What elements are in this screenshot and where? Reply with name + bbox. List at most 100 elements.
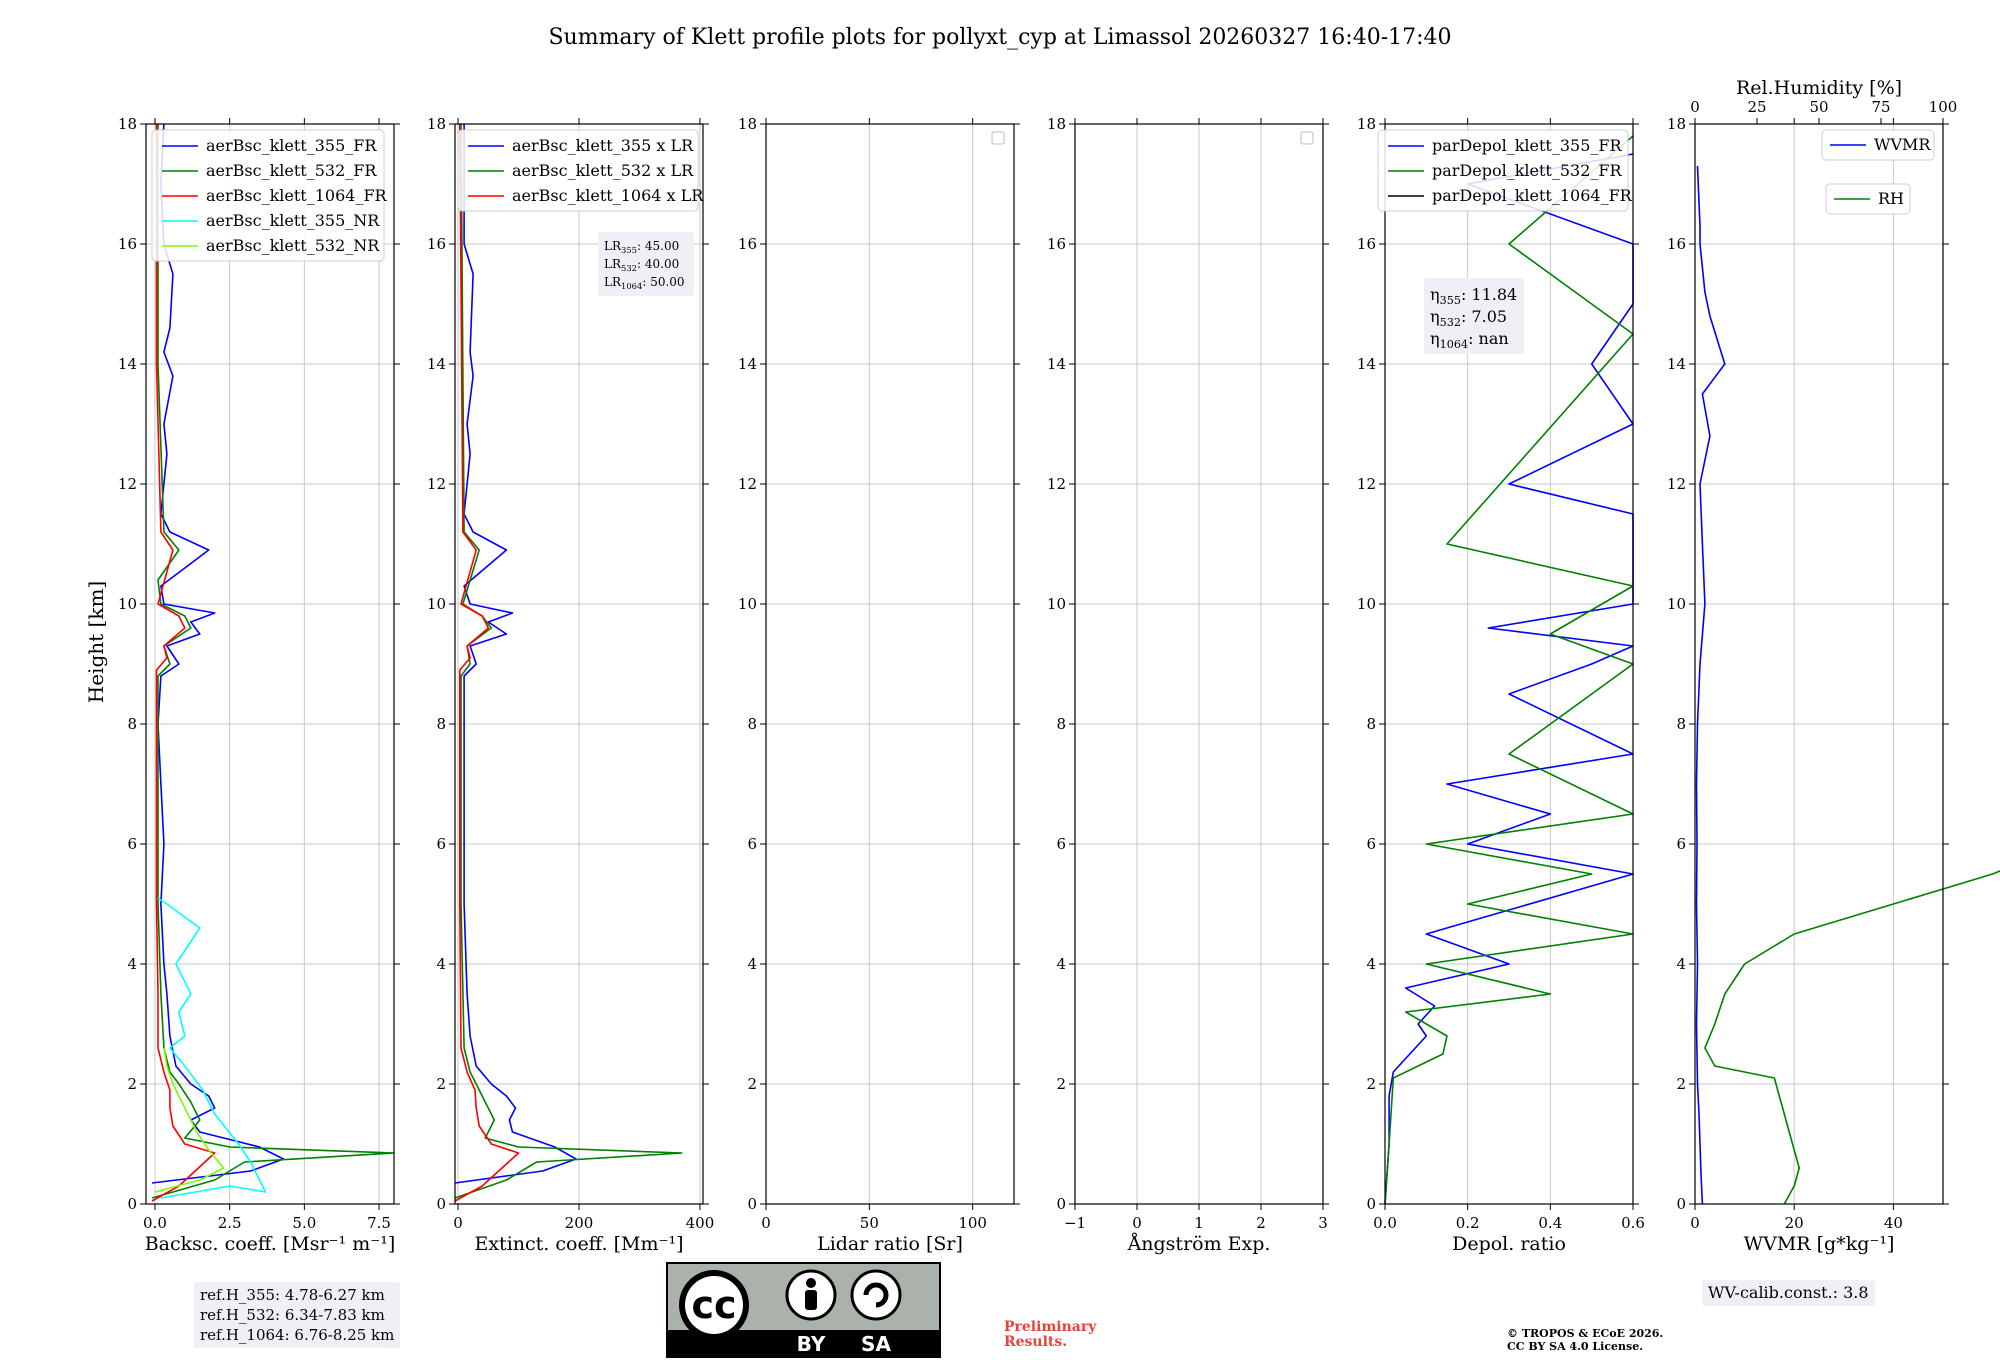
legend-label: aerBsc_klett_355_FR <box>206 136 377 155</box>
x-tick-label: 0.2 <box>1456 1214 1480 1232</box>
y-tick-label: 2 <box>127 1075 137 1093</box>
y-tick-label: 2 <box>1676 1075 1686 1093</box>
legend-label: parDepol_klett_1064_FR <box>1432 186 1633 205</box>
annotation-line: LR532: 40.00 <box>604 257 679 273</box>
y-tick-label: 2 <box>1366 1075 1376 1093</box>
annotation-subscript: 355 <box>621 245 637 255</box>
y-tick-label: 6 <box>127 835 137 853</box>
annotation-symbol: η <box>1430 307 1440 326</box>
legend-box <box>1377 129 1629 212</box>
y-tick-label: 18 <box>1047 115 1066 133</box>
empty-legend-box <box>991 131 1005 145</box>
legend-label: aerBsc_klett_355_NR <box>206 211 380 230</box>
y-tick-label: 6 <box>1056 835 1066 853</box>
person-icon <box>806 1278 816 1288</box>
series-line-WVMR <box>1695 165 1726 1205</box>
annotation-subscript: 532 <box>621 263 637 273</box>
x-tick-label: 7.5 <box>367 1214 391 1232</box>
top-tick-label: 75 <box>1871 98 1890 116</box>
y-tick-label: 18 <box>1667 115 1686 133</box>
wv-calib-box: WV-calib.const.: 3.8 <box>1702 1280 1875 1306</box>
legend-box <box>1821 129 1935 161</box>
legend-label: aerBsc_klett_1064 x LR <box>512 186 704 205</box>
ref-height-1064: ref.H_1064: 6.76-8.25 km <box>200 1326 395 1344</box>
y-axis-label: Height [km] <box>84 581 108 703</box>
legend-label: aerBsc_klett_1064_FR <box>206 186 388 205</box>
annotation-symbol: LR <box>604 257 622 271</box>
x-tick-label: 2.5 <box>218 1214 242 1232</box>
y-tick-label: 0 <box>127 1195 137 1213</box>
y-tick-label: 10 <box>427 595 446 613</box>
y-tick-label: 4 <box>436 955 446 973</box>
x-tick-label: 100 <box>958 1214 987 1232</box>
x-tick-label: 0.0 <box>1373 1214 1397 1232</box>
y-tick-label: 8 <box>1366 715 1376 733</box>
y-tick-label: 18 <box>738 115 757 133</box>
y-tick-label: 6 <box>1676 835 1686 853</box>
annotation-subscript: 1064 <box>621 281 642 291</box>
x-tick-label: 0 <box>761 1214 771 1232</box>
ref-height-box: ref.H_355: 4.78-6.27 km ref.H_532: 6.34-… <box>194 1282 401 1348</box>
y-tick-label: 10 <box>1667 595 1686 613</box>
y-tick-label: 8 <box>1056 715 1066 733</box>
panel-3: 0 50 100 0 2 4 6 8 10 12 14 16 18 Lidar ratio [Sr] <box>738 115 1020 1255</box>
y-tick-label: 18 <box>118 115 137 133</box>
y-tick-label: 10 <box>1047 595 1066 613</box>
legend-label: parDepol_klett_355_FR <box>1432 136 1623 155</box>
legend-label: aerBsc_klett_355 x LR <box>512 136 694 155</box>
y-tick-label: 14 <box>118 355 137 373</box>
y-tick-label: 0 <box>436 1195 446 1213</box>
sa-text: SA <box>861 1332 891 1356</box>
legend-label: WVMR <box>1874 135 1931 154</box>
series-line-aerBsc_klett_355_FR <box>151 123 285 1184</box>
x-tick-label: 0 <box>1132 1214 1142 1232</box>
series-line-parDepol_klett_532_FR <box>1384 135 1634 1205</box>
y-tick-label: 12 <box>738 475 757 493</box>
legend-label: RH <box>1878 189 1904 208</box>
legend-box <box>151 129 385 262</box>
y-tick-label: 8 <box>1676 715 1686 733</box>
annotation-line: LR355: 45.00 <box>604 239 679 255</box>
annotation-box <box>598 232 694 296</box>
x-tick-label: 40 <box>1884 1214 1903 1232</box>
y-tick-label: 18 <box>1357 115 1376 133</box>
y-tick-label: 14 <box>427 355 446 373</box>
y-tick-label: 2 <box>747 1075 757 1093</box>
x-axis-label: Depol. ratio <box>1452 1233 1566 1255</box>
y-tick-label: 14 <box>1667 355 1686 373</box>
x-tick-label: 5.0 <box>292 1214 316 1232</box>
y-tick-label: 4 <box>1676 955 1686 973</box>
panel-6: 0 20 40 0 2 4 6 8 10 12 14 16 18 WVMR [g*kg⁻¹] 0 25 50 75… <box>1667 77 2000 1255</box>
preliminary-line-2: Results. <box>1004 1334 1068 1350</box>
x-tick-label: 0.6 <box>1621 1214 1645 1232</box>
y-tick-label: 16 <box>118 235 137 253</box>
x-tick-label: 200 <box>565 1214 594 1232</box>
series-line-aerBsc_klett_1064_FR <box>151 124 216 1202</box>
y-tick-label: 0 <box>747 1195 757 1213</box>
panel-1: 0.0 2.5 5.0 7.5 0 2 4 6 8 10 12 14 16 18 Backsc. coeff… <box>118 115 400 1255</box>
y-tick-label: 4 <box>747 955 757 973</box>
x-axis-label: WVMR [g*kg⁻¹] <box>1744 1233 1895 1255</box>
copyright-line-2: CC BY SA 4.0 License. <box>1507 1340 1644 1353</box>
legend-box <box>457 129 699 212</box>
copyright-note: © TROPOS & ECoE 2026. CC BY SA 4.0 Licen… <box>1507 1327 1663 1353</box>
plot-frame <box>1694 123 1944 1205</box>
series-line-parDepol_klett_355_FR <box>1384 153 1634 1205</box>
x-tick-label: 2 <box>1256 1214 1266 1232</box>
series-line-aerBsc_klett_1064 x LR <box>454 123 520 1202</box>
y-tick-label: 10 <box>1357 595 1376 613</box>
x-axis-label: Lidar ratio [Sr] <box>817 1233 963 1255</box>
y-tick-label: 10 <box>118 595 137 613</box>
preliminary-line-1: Preliminary <box>1004 1319 1097 1335</box>
annotation-subscript: 532 <box>1440 316 1461 329</box>
x-axis-label: Backsc. coeff. [Msr⁻¹ m⁻¹] <box>145 1233 396 1255</box>
annotation-value: : 40.00 <box>637 257 679 271</box>
top-tick-label: 25 <box>1747 98 1766 116</box>
y-tick-label: 4 <box>1056 955 1066 973</box>
annotation-line: η532: 7.05 <box>1430 307 1507 329</box>
legend-label: aerBsc_klett_532_FR <box>206 161 377 180</box>
plot-frame <box>145 123 395 1205</box>
series-line-RH <box>1704 870 2000 1205</box>
annotation-line: η355: 11.84 <box>1430 285 1517 307</box>
